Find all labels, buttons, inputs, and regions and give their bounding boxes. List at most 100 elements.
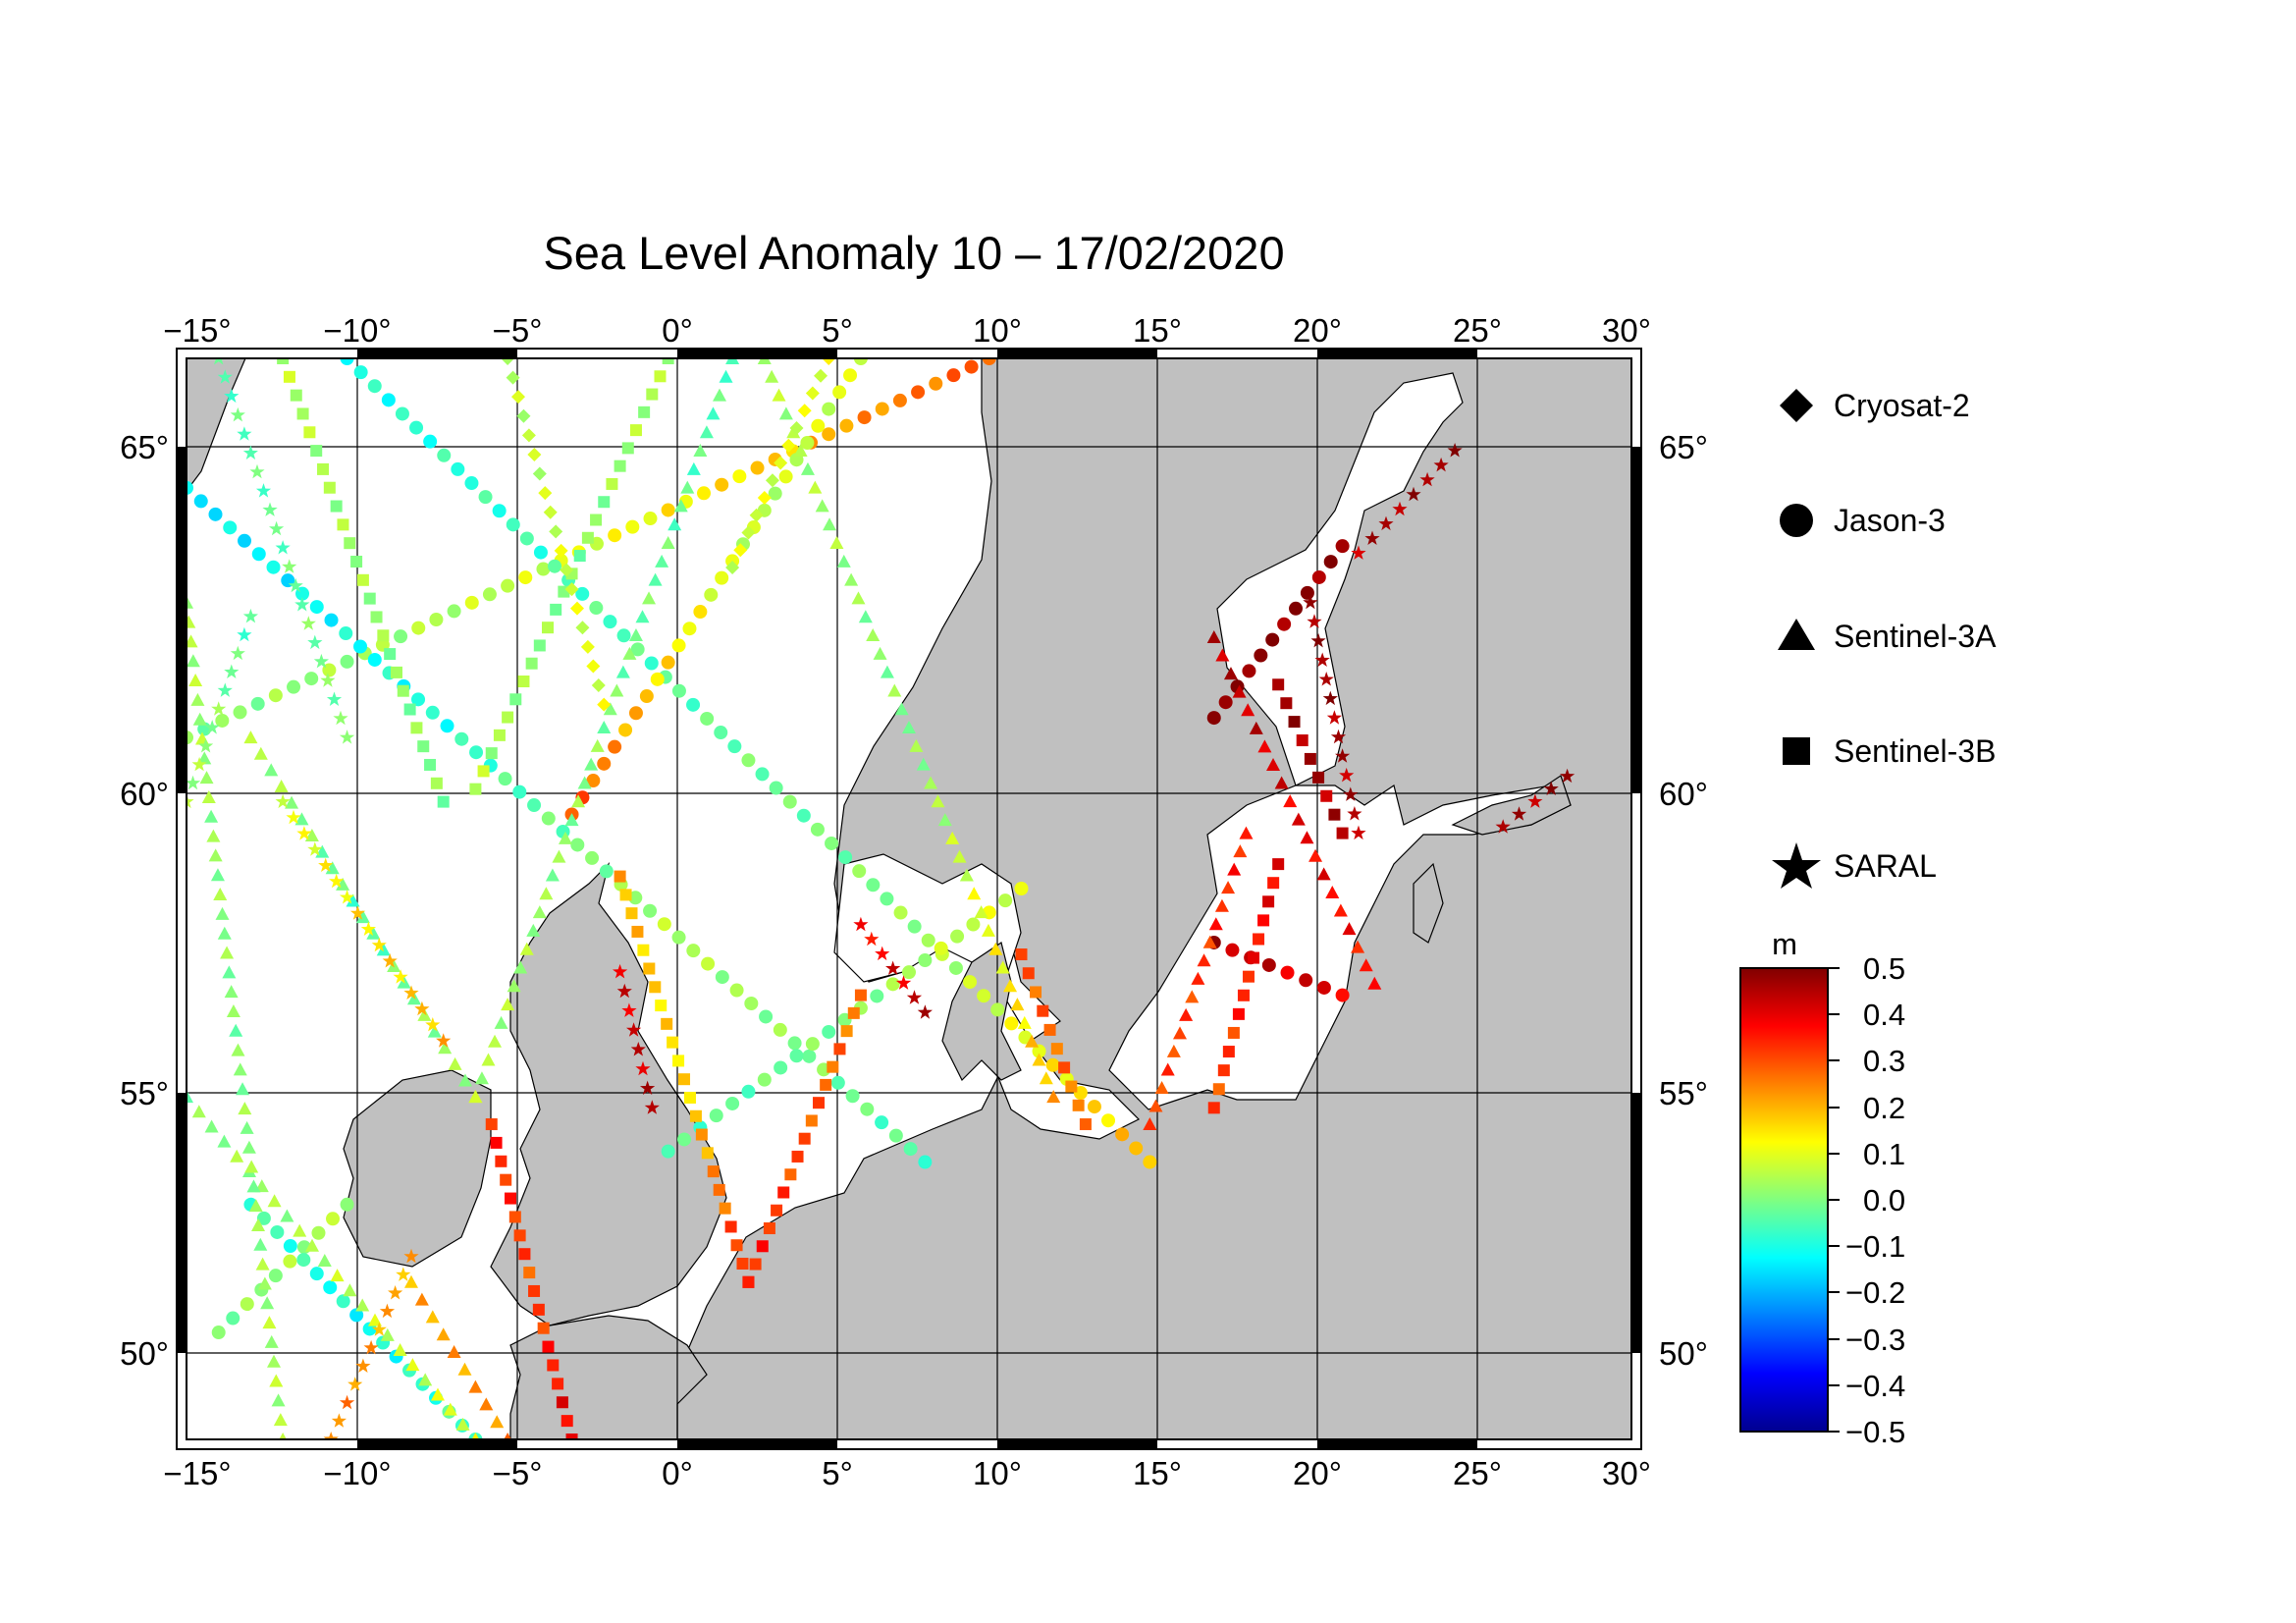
square-marker [631, 925, 644, 938]
circle-marker [998, 893, 1013, 908]
triangle-marker [1359, 958, 1373, 972]
triangle-marker [215, 906, 230, 920]
triangle-marker [436, 1327, 451, 1341]
triangle-marker [778, 406, 793, 420]
square-marker [1320, 789, 1333, 802]
circle-marker [1206, 711, 1221, 726]
triangle-marker [610, 683, 624, 697]
triangle-marker [1179, 1007, 1194, 1021]
star-marker [371, 937, 387, 952]
circle-marker [1129, 1141, 1144, 1156]
circle-marker [506, 517, 520, 532]
square-marker [1217, 1064, 1230, 1077]
square-marker [614, 460, 626, 472]
triangle-marker [240, 1120, 254, 1134]
track-sentinel-3a [1206, 629, 1382, 990]
triangle-marker [317, 1253, 332, 1267]
circle-marker [857, 410, 872, 425]
star-marker [626, 1022, 642, 1037]
star-marker [613, 963, 628, 979]
star-marker [621, 1002, 637, 1017]
circle-marker [1218, 695, 1233, 710]
star-marker [396, 1267, 411, 1281]
circle-marker [875, 1115, 889, 1130]
star-marker [1433, 457, 1449, 472]
circle-marker [866, 878, 881, 893]
square-marker [667, 1036, 679, 1049]
lon-label: 5° [822, 312, 853, 349]
star-marker [1527, 793, 1543, 808]
circle-marker [533, 545, 548, 560]
colorbar-label: 0.0 [1863, 1183, 1905, 1217]
star-marker [198, 738, 214, 753]
circle-marker [187, 730, 193, 745]
triangle-marker [191, 1105, 206, 1118]
square-marker [533, 639, 546, 652]
land-masses [187, 358, 1631, 1439]
square-marker [1212, 1083, 1225, 1096]
sea-baltic [1108, 784, 1573, 1110]
star-marker [187, 793, 194, 809]
square-marker [1222, 1046, 1235, 1058]
circle-marker [948, 960, 963, 975]
circle-marker [339, 626, 353, 641]
star-marker [616, 983, 632, 999]
circle-marker [251, 547, 266, 562]
square-marker [565, 1434, 578, 1439]
square-marker [598, 496, 611, 509]
star-marker [425, 1017, 441, 1032]
diamond-marker [797, 404, 812, 418]
square-marker [827, 1060, 839, 1073]
square-marker [1022, 967, 1035, 980]
square-marker [1328, 808, 1341, 821]
circle-marker [599, 864, 614, 879]
triangle-marker [765, 369, 779, 383]
circle-marker [268, 1269, 283, 1283]
circle-marker [394, 629, 408, 644]
square-marker [777, 1186, 790, 1199]
circle-marker [469, 745, 484, 760]
triangle-marker [187, 595, 193, 609]
triangle-marker [418, 1373, 433, 1386]
square-marker [552, 1378, 564, 1390]
triangle-marker [368, 1313, 382, 1326]
diamond-marker [532, 466, 547, 481]
square-marker [707, 1165, 720, 1178]
circle-marker [326, 1212, 341, 1226]
star-marker [294, 597, 310, 612]
circle-marker [367, 379, 382, 394]
square-marker [638, 406, 651, 418]
triangle-marker [1206, 629, 1221, 643]
lon-label: −15° [163, 312, 231, 349]
triangle-marker [380, 1327, 395, 1341]
star-marker [388, 1285, 403, 1300]
circle-marker [309, 1267, 324, 1281]
star-marker [393, 969, 408, 984]
diamond-marker [527, 447, 542, 461]
diamond-marker [765, 473, 779, 488]
triangle-marker [836, 554, 851, 568]
circle-marker [1280, 965, 1295, 980]
square-marker [701, 1147, 714, 1160]
triangle-marker [231, 1043, 245, 1056]
square-marker [356, 573, 369, 586]
triangle-marker [264, 1334, 279, 1348]
square-marker [847, 1006, 860, 1019]
triangle-marker [187, 1090, 193, 1104]
triangle-marker [264, 763, 279, 777]
square-marker [1065, 1080, 1078, 1093]
square-marker [532, 1303, 545, 1316]
circle-marker [982, 358, 996, 365]
circle-marker [778, 469, 793, 484]
circle-marker [671, 683, 686, 698]
star-marker [296, 826, 312, 840]
colorbar-label: 0.4 [1863, 998, 1905, 1032]
triangle-marker [699, 425, 714, 439]
lat-label: 60° [1659, 776, 1708, 812]
triangle-marker [1148, 1099, 1163, 1112]
circle-marker [353, 639, 368, 654]
star-marker [1560, 768, 1575, 784]
triangle-marker [199, 771, 214, 784]
lon-labels-bottom: −15° −10° −5° 0° 5° 10° 15° 20° 25° 30° [163, 1455, 1651, 1491]
circle-marker [757, 1072, 772, 1087]
